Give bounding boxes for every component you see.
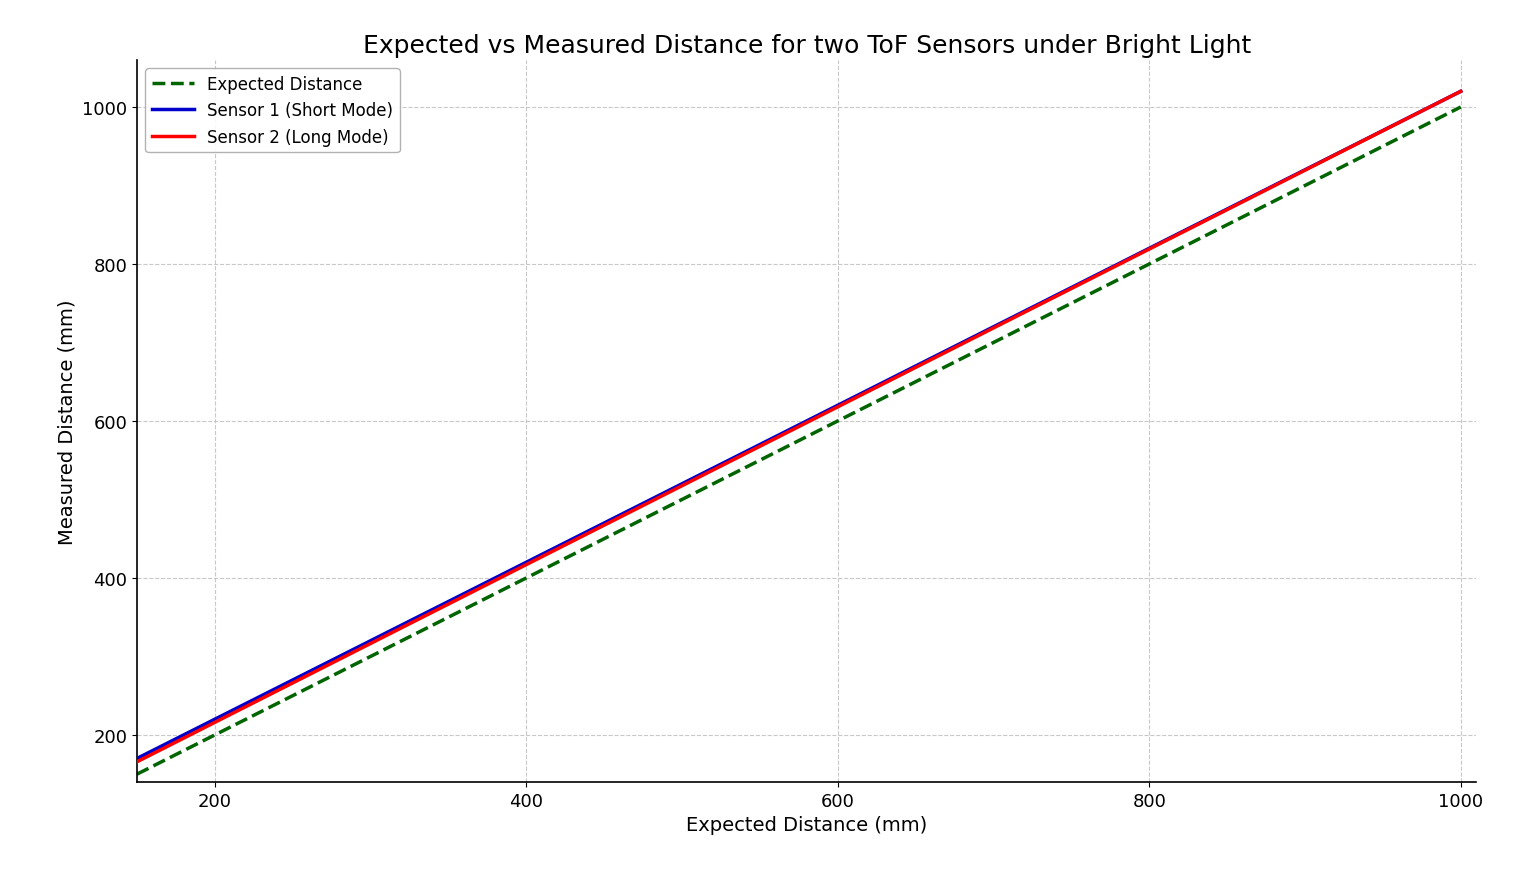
Expected Distance xyxy=(1213,222,1231,233)
Y-axis label: Measured Distance (mm): Measured Distance (mm) xyxy=(58,299,76,544)
Sensor 2 (Long Mode) xyxy=(1420,103,1438,114)
Title: Expected vs Measured Distance for two ToF Sensors under Bright Light: Expected vs Measured Distance for two To… xyxy=(362,34,1251,57)
Expected Distance xyxy=(916,373,935,383)
Sensor 1 (Short Mode) xyxy=(916,357,935,368)
Expected Distance xyxy=(756,453,775,463)
Sensor 1 (Short Mode) xyxy=(1452,87,1470,97)
Expected Distance xyxy=(128,769,146,779)
Expected Distance xyxy=(1452,103,1470,113)
Sensor 1 (Short Mode) xyxy=(1420,103,1438,114)
Legend: Expected Distance, Sensor 1 (Short Mode), Sensor 2 (Long Mode): Expected Distance, Sensor 1 (Short Mode)… xyxy=(145,70,400,153)
Sensor 1 (Short Mode) xyxy=(1213,207,1231,217)
Sensor 1 (Short Mode) xyxy=(128,753,146,764)
X-axis label: Expected Distance (mm): Expected Distance (mm) xyxy=(686,815,927,834)
Sensor 2 (Long Mode) xyxy=(756,439,775,449)
Sensor 2 (Long Mode) xyxy=(1213,208,1231,218)
Expected Distance xyxy=(1420,119,1438,129)
Sensor 1 (Short Mode) xyxy=(845,393,863,403)
Expected Distance xyxy=(764,448,782,459)
Sensor 2 (Long Mode) xyxy=(845,395,863,405)
Expected Distance xyxy=(845,408,863,419)
Line: Expected Distance: Expected Distance xyxy=(137,108,1461,774)
Sensor 2 (Long Mode) xyxy=(1452,87,1470,97)
Sensor 2 (Long Mode) xyxy=(764,434,782,445)
Sensor 2 (Long Mode) xyxy=(916,358,935,368)
Sensor 1 (Short Mode) xyxy=(756,437,775,448)
Sensor 2 (Long Mode) xyxy=(128,757,146,767)
Sensor 1 (Short Mode) xyxy=(764,433,782,443)
Line: Sensor 2 (Long Mode): Sensor 2 (Long Mode) xyxy=(137,92,1461,762)
Line: Sensor 1 (Short Mode): Sensor 1 (Short Mode) xyxy=(137,92,1461,759)
